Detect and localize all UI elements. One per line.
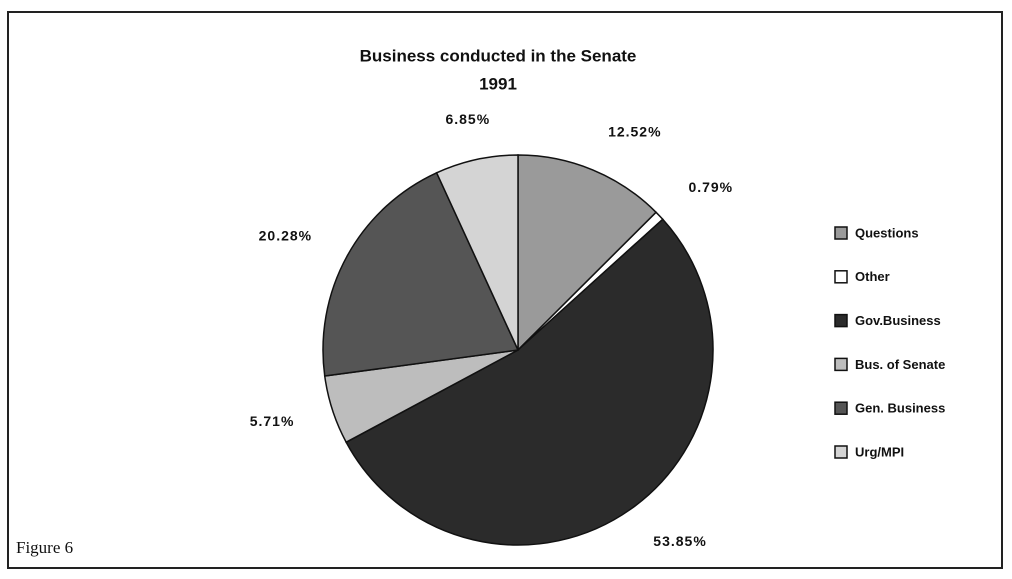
- legend-label: Gen. Business: [855, 401, 945, 416]
- legend-swatch: [834, 445, 848, 459]
- caption: Figure 6: [16, 538, 73, 557]
- legend-swatch: [834, 226, 848, 240]
- data-label: 0.79%: [688, 179, 733, 195]
- chart-subtitle: 1991: [479, 74, 517, 93]
- data-label: 20.28%: [259, 227, 312, 243]
- pie-slice: [517, 154, 658, 352]
- legend-label: Gov.Business: [855, 313, 941, 328]
- pie-slice: [322, 171, 520, 377]
- legend-swatch: [834, 357, 848, 372]
- chart-title: Business conducted in the Senate: [360, 46, 637, 65]
- legend-swatch: [834, 401, 848, 415]
- legend-swatch: [834, 313, 848, 328]
- data-label: 53.85%: [653, 533, 706, 549]
- frame: [7, 11, 1003, 569]
- data-label: 12.52%: [608, 124, 661, 140]
- data-label: 5.71%: [250, 413, 295, 429]
- data-label: 6.85%: [445, 111, 490, 127]
- legend-label: Questions: [855, 225, 919, 240]
- pie-slice: [435, 154, 519, 351]
- legend-label: Other: [855, 269, 890, 284]
- legend-label: Urg/MPI: [855, 444, 904, 459]
- pie-slice: [345, 218, 714, 546]
- legend-swatch: [834, 270, 848, 284]
- legend-label: Bus. of Senate: [855, 357, 945, 372]
